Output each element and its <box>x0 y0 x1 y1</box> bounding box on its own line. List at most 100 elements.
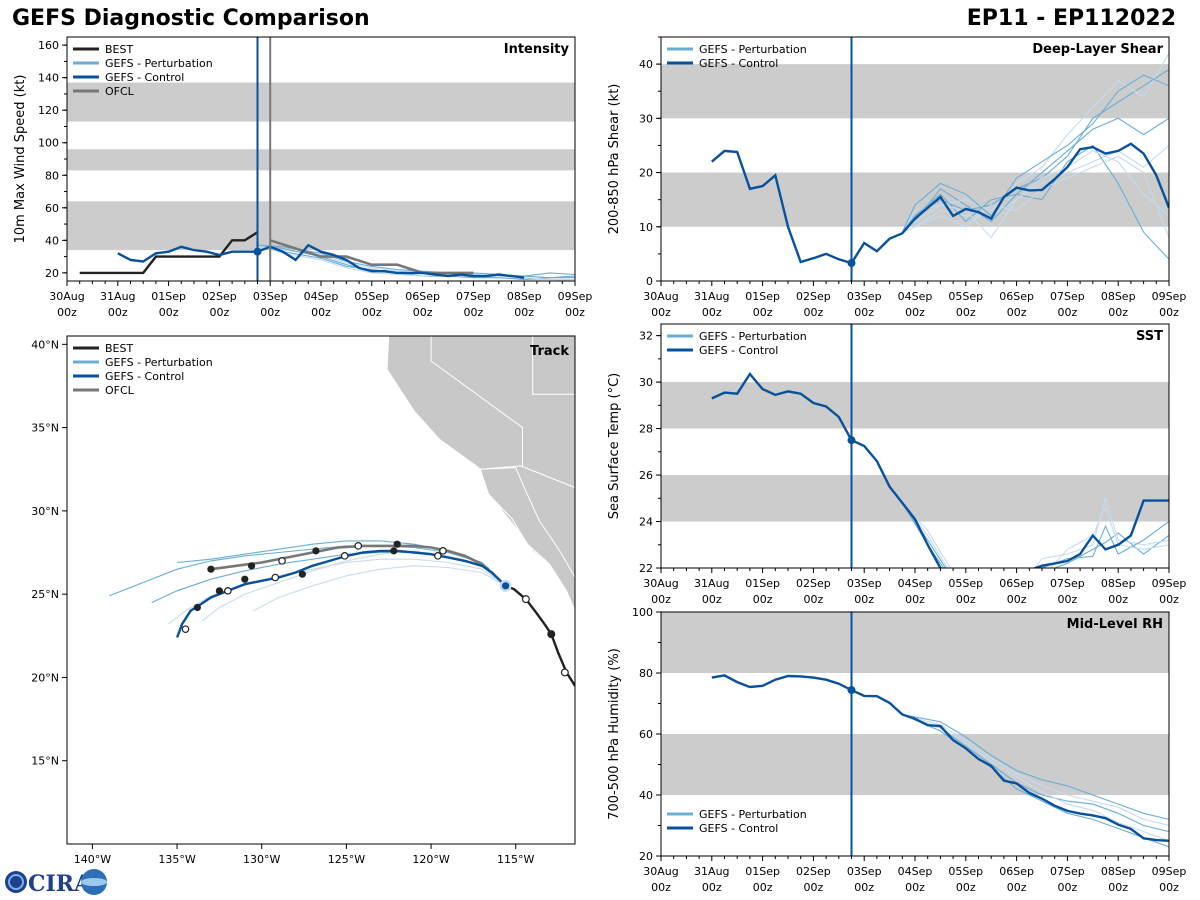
perturbation-series-line <box>901 502 1169 568</box>
x-tick-sublabel: 00z <box>1159 881 1179 894</box>
y-tick-label: 25°N <box>31 588 59 601</box>
x-tick-sublabel: 00z <box>702 306 722 319</box>
legend-label: GEFS - Perturbation <box>699 808 807 821</box>
x-tick-label: 06Sep <box>999 290 1034 303</box>
y-tick-label: 40°N <box>31 338 59 351</box>
chart-title: SST <box>1136 329 1163 344</box>
perturbation-series-line <box>902 713 1169 827</box>
x-tick-label: 30Aug <box>49 290 84 303</box>
x-tick-sublabel: 00z <box>1007 593 1027 606</box>
y-tick-label: 0 <box>646 275 653 288</box>
threshold-band <box>661 64 1169 119</box>
x-tick-sublabel: 00z <box>464 306 484 319</box>
x-tick-label: 07Sep <box>1050 865 1085 878</box>
x-tick-sublabel: 00z <box>1108 881 1128 894</box>
track-position-marker-open <box>354 542 363 550</box>
x-tick-sublabel: 00z <box>956 593 976 606</box>
perturbation-series-line <box>901 496 1169 568</box>
x-tick-label: 05Sep <box>948 577 983 590</box>
best-track-marker <box>547 630 556 639</box>
x-tick-label: 03Sep <box>847 290 882 303</box>
perturbation-series-line <box>257 244 575 277</box>
threshold-band <box>661 475 1169 522</box>
track-plot-area <box>109 336 575 687</box>
sst-panel: 22 24 26 28 30 32 30Aug 00z 31Aug 00z 01Sep 00z 02Se… <box>607 323 1187 606</box>
x-tick-sublabel: 00z <box>210 306 230 319</box>
y-axis-label: Sea Surface Temp (°C) <box>607 373 622 520</box>
x-tick-sublabel: 00z <box>804 881 824 894</box>
x-tick-label: 31Aug <box>694 290 729 303</box>
perturbation-series-line <box>901 144 1169 260</box>
x-tick-label: 30Aug <box>643 290 678 303</box>
x-tick-sublabel: 00z <box>905 593 925 606</box>
track-position-marker-open <box>278 557 286 565</box>
x-tick-sublabel: 00z <box>260 306 280 319</box>
x-tick-sublabel: 00z <box>854 593 874 606</box>
control-track-line <box>175 549 507 638</box>
x-tick-sublabel: 00z <box>1007 881 1027 894</box>
page-title: GEFS Diagnostic Comparison <box>12 6 370 31</box>
best-track-marker <box>560 668 569 677</box>
threshold-band <box>67 201 575 251</box>
control-series-line <box>711 674 1169 842</box>
y-tick-label: 80 <box>45 169 59 182</box>
y-tick-label: 35°N <box>31 422 59 435</box>
sst-plot-area <box>661 324 1169 568</box>
control-series-line <box>711 142 1169 265</box>
shear-panel: 0 10 20 30 40 30Aug 00z 31Aug 00z 01Sep 00z 02Sep 00… <box>607 36 1186 319</box>
x-tick-label: 03Sep <box>253 290 288 303</box>
y-tick-label: 60 <box>639 728 653 741</box>
cira-logo: CIRA <box>5 869 107 897</box>
baja-land <box>479 467 575 611</box>
x-tick-sublabel: 00z <box>1007 306 1027 319</box>
x-tick-label: 01Sep <box>745 577 780 590</box>
x-tick-sublabel: 00z <box>956 881 976 894</box>
legend-label: GEFS - Control <box>105 71 184 84</box>
perturbation-series-line <box>901 150 1169 239</box>
y-tick-label: 15°N <box>31 755 59 768</box>
x-tick-sublabel: 00z <box>1058 306 1078 319</box>
x-tick-label: 04Sep <box>898 865 933 878</box>
x-tick-label: 115°W <box>497 853 534 866</box>
x-tick-label: 03Sep <box>847 865 882 878</box>
y-tick-label: 100 <box>632 606 653 619</box>
control-series-line <box>711 371 1169 568</box>
x-tick-sublabel: 00z <box>651 306 671 319</box>
x-tick-sublabel: 00z <box>362 306 382 319</box>
x-tick-label: 140°W <box>74 853 111 866</box>
rh-panel: 20 40 60 80 100 30Aug 00z 31Aug 00z 01Sep 00z 02Sep… <box>607 606 1186 894</box>
threshold-band <box>661 382 1169 429</box>
x-tick-sublabel: 00z <box>702 881 722 894</box>
perturbation-series-line <box>902 713 1169 842</box>
x-tick-label: 125°W <box>328 853 365 866</box>
x-tick-sublabel: 00z <box>956 306 976 319</box>
y-tick-label: 10 <box>639 221 653 234</box>
track-position-marker <box>241 575 249 583</box>
track-position-marker <box>193 603 201 612</box>
perturbation-series-line <box>901 502 1169 568</box>
x-tick-label: 07Sep <box>1050 290 1085 303</box>
x-tick-sublabel: 00z <box>311 306 331 319</box>
chart-title: Deep-Layer Shear <box>1032 42 1163 57</box>
x-tick-label: 05Sep <box>354 290 389 303</box>
track-panel: 140°W 135°W 130°W 125°W 120°W 115°W 15°N 20°N 25… <box>31 335 576 866</box>
x-tick-label: 08Sep <box>1101 290 1136 303</box>
perturbation-track-line <box>109 545 506 597</box>
x-tick-label: 09Sep <box>1152 577 1187 590</box>
x-tick-label: 04Sep <box>898 577 933 590</box>
x-tick-sublabel: 00z <box>854 881 874 894</box>
x-tick-sublabel: 00z <box>804 306 824 319</box>
y-tick-label: 20 <box>45 267 59 280</box>
x-tick-sublabel: 00z <box>565 306 585 319</box>
chart-title: Intensity <box>504 42 570 57</box>
x-tick-label: 05Sep <box>948 865 983 878</box>
y-tick-label: 40 <box>639 58 653 71</box>
y-tick-label: 40 <box>45 234 59 247</box>
intensity-plot-area <box>67 37 575 281</box>
perturbation-series-line <box>901 502 1169 568</box>
track-position-marker <box>298 570 306 578</box>
x-tick-sublabel: 00z <box>651 881 671 894</box>
